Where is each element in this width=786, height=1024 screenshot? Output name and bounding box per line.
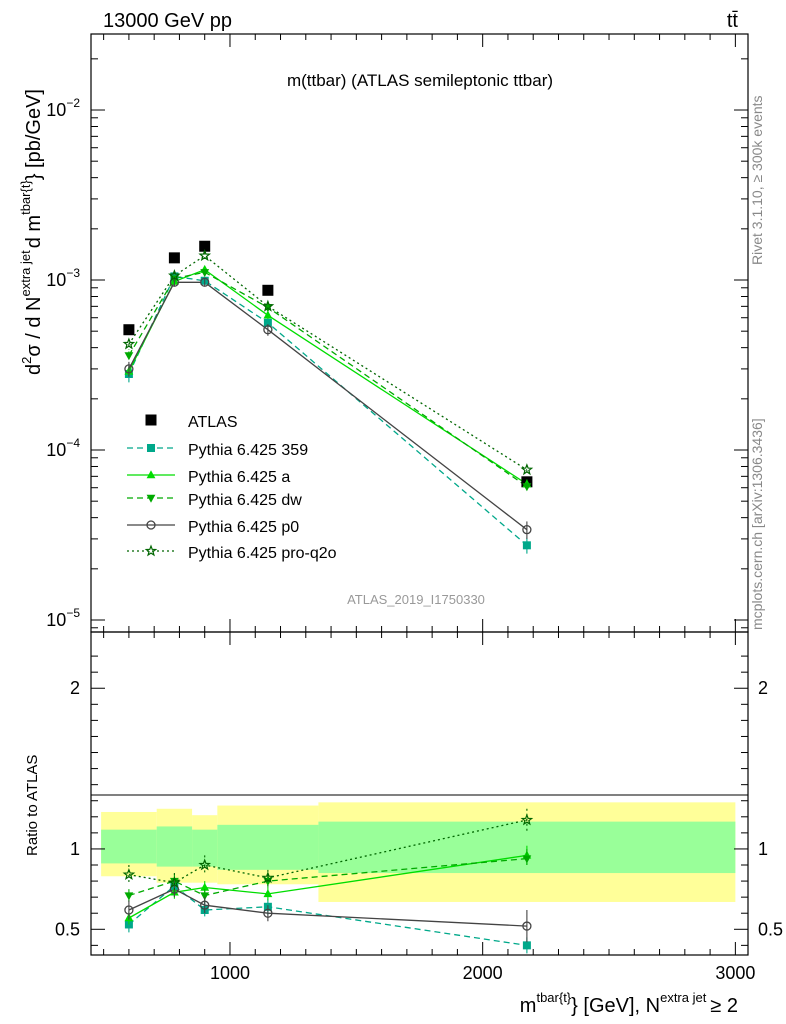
ratio-data-point <box>261 871 275 884</box>
main-data-point <box>520 463 534 476</box>
ratio-data-point <box>520 813 534 826</box>
band-inner-bin <box>156 826 193 867</box>
main-data-point <box>522 525 532 535</box>
band-inner-bin <box>217 824 319 870</box>
y-tick-label: 10−4 <box>46 436 80 460</box>
main-data-point <box>263 310 273 319</box>
ratio-data-point <box>198 858 212 871</box>
ratio-y-tick-label-right: 2 <box>758 678 768 698</box>
ratio-data-point <box>263 908 273 918</box>
legend-label-p0: Pythia 6.425 p0 <box>188 519 299 536</box>
legend-label-a: Pythia 6.425 a <box>188 469 290 486</box>
band-inner-bin <box>101 829 157 864</box>
x-tick-label: 1000 <box>210 963 250 983</box>
ratio-data-point <box>522 855 532 864</box>
main-data-point <box>124 352 134 361</box>
legend-label-atlas: ATLAS <box>188 414 238 431</box>
main-series-line-1 <box>128 275 528 546</box>
axis-ticks: 1000 2000 3000 10−5 10−4 10−3 10−2 0.5 0.5 1 1 2 2 <box>46 34 783 983</box>
mcplots-label: mcplots.cern.ch [arXiv:1306.3436] <box>749 418 765 630</box>
main-data-point <box>168 252 180 264</box>
ratio-data-point <box>124 905 134 915</box>
legend-marker <box>147 444 155 452</box>
legend-marker <box>146 470 156 479</box>
legend-marker <box>144 544 158 557</box>
ratio-data-point <box>124 892 134 901</box>
ratio-plot-frame <box>90 631 749 956</box>
legend-label-dw: Pythia 6.425 dw <box>188 492 302 509</box>
legend-graphics <box>127 414 175 557</box>
legend-marker <box>146 494 156 503</box>
legend-label-pro-q2o: Pythia 6.425 pro-q2o <box>188 545 337 562</box>
ratio-data-point <box>122 867 136 881</box>
process-label: tt̄ <box>727 10 739 32</box>
ratio-data-point <box>522 921 532 931</box>
ratio-data-point <box>200 892 210 901</box>
legend-label-359: Pythia 6.425 359 <box>188 442 308 459</box>
ratio-data-point <box>200 882 210 891</box>
ratio-series-line-4 <box>128 819 528 884</box>
main-data-point <box>199 240 211 252</box>
ratio-data-point <box>168 876 181 889</box>
main-plot-frame <box>90 33 749 633</box>
main-data-point <box>122 337 136 350</box>
ratio-data-point <box>263 889 273 898</box>
ratio-y-tick-label: 2 <box>70 678 80 698</box>
ratio-y-tick-label-right: 1 <box>758 839 768 859</box>
ratio-data-point <box>522 941 531 950</box>
ratio-y-axis-label: Ratio to ATLAS <box>24 755 41 856</box>
y-tick-label: 10−5 <box>46 606 80 630</box>
data-markers <box>122 240 534 954</box>
rivet-version-label: Rivet 3.1.10, ≥ 300k events <box>749 95 765 265</box>
main-data-point <box>200 269 210 278</box>
main-data-point <box>263 318 272 327</box>
main-data-point <box>522 483 532 492</box>
main-data-point <box>263 325 273 335</box>
energy-label: 13000 GeV pp <box>103 10 232 32</box>
main-series-line-5 <box>128 254 528 471</box>
legend-marker <box>145 414 157 426</box>
main-data-point <box>168 269 181 282</box>
main-data-point <box>123 324 135 336</box>
ratio-y-tick-label: 0.5 <box>55 919 80 939</box>
y-tick-label: 10−2 <box>46 96 80 120</box>
y-tick-label: 10−3 <box>46 266 80 290</box>
x-tick-label: 3000 <box>715 963 755 983</box>
main-data-point <box>262 284 274 296</box>
main-data-point <box>124 364 134 374</box>
ratio-y-tick-label-right: 0.5 <box>758 919 783 939</box>
x-axis-label: mtbar{t}} [GeV], Nextra jet ≥ 2 <box>520 990 738 1017</box>
ratio-uncertainty-bands <box>101 802 736 902</box>
y-axis-label: d2σ / d Nextra jetd mtbar{t}} [pb/GeV] <box>18 89 45 375</box>
x-tick-label: 2000 <box>463 963 503 983</box>
chart-title: m(ttbar) (ATLAS semileptonic ttbar) <box>287 71 553 90</box>
main-data-point <box>198 249 212 262</box>
analysis-id-label: ATLAS_2019_I1750330 <box>347 592 485 607</box>
legend-marker <box>146 520 156 530</box>
ratio-y-tick-label: 1 <box>70 839 80 859</box>
main-data-point <box>261 299 275 312</box>
main-data-point <box>200 277 210 287</box>
ratio-data-point <box>200 900 210 910</box>
main-data-point <box>522 541 531 550</box>
